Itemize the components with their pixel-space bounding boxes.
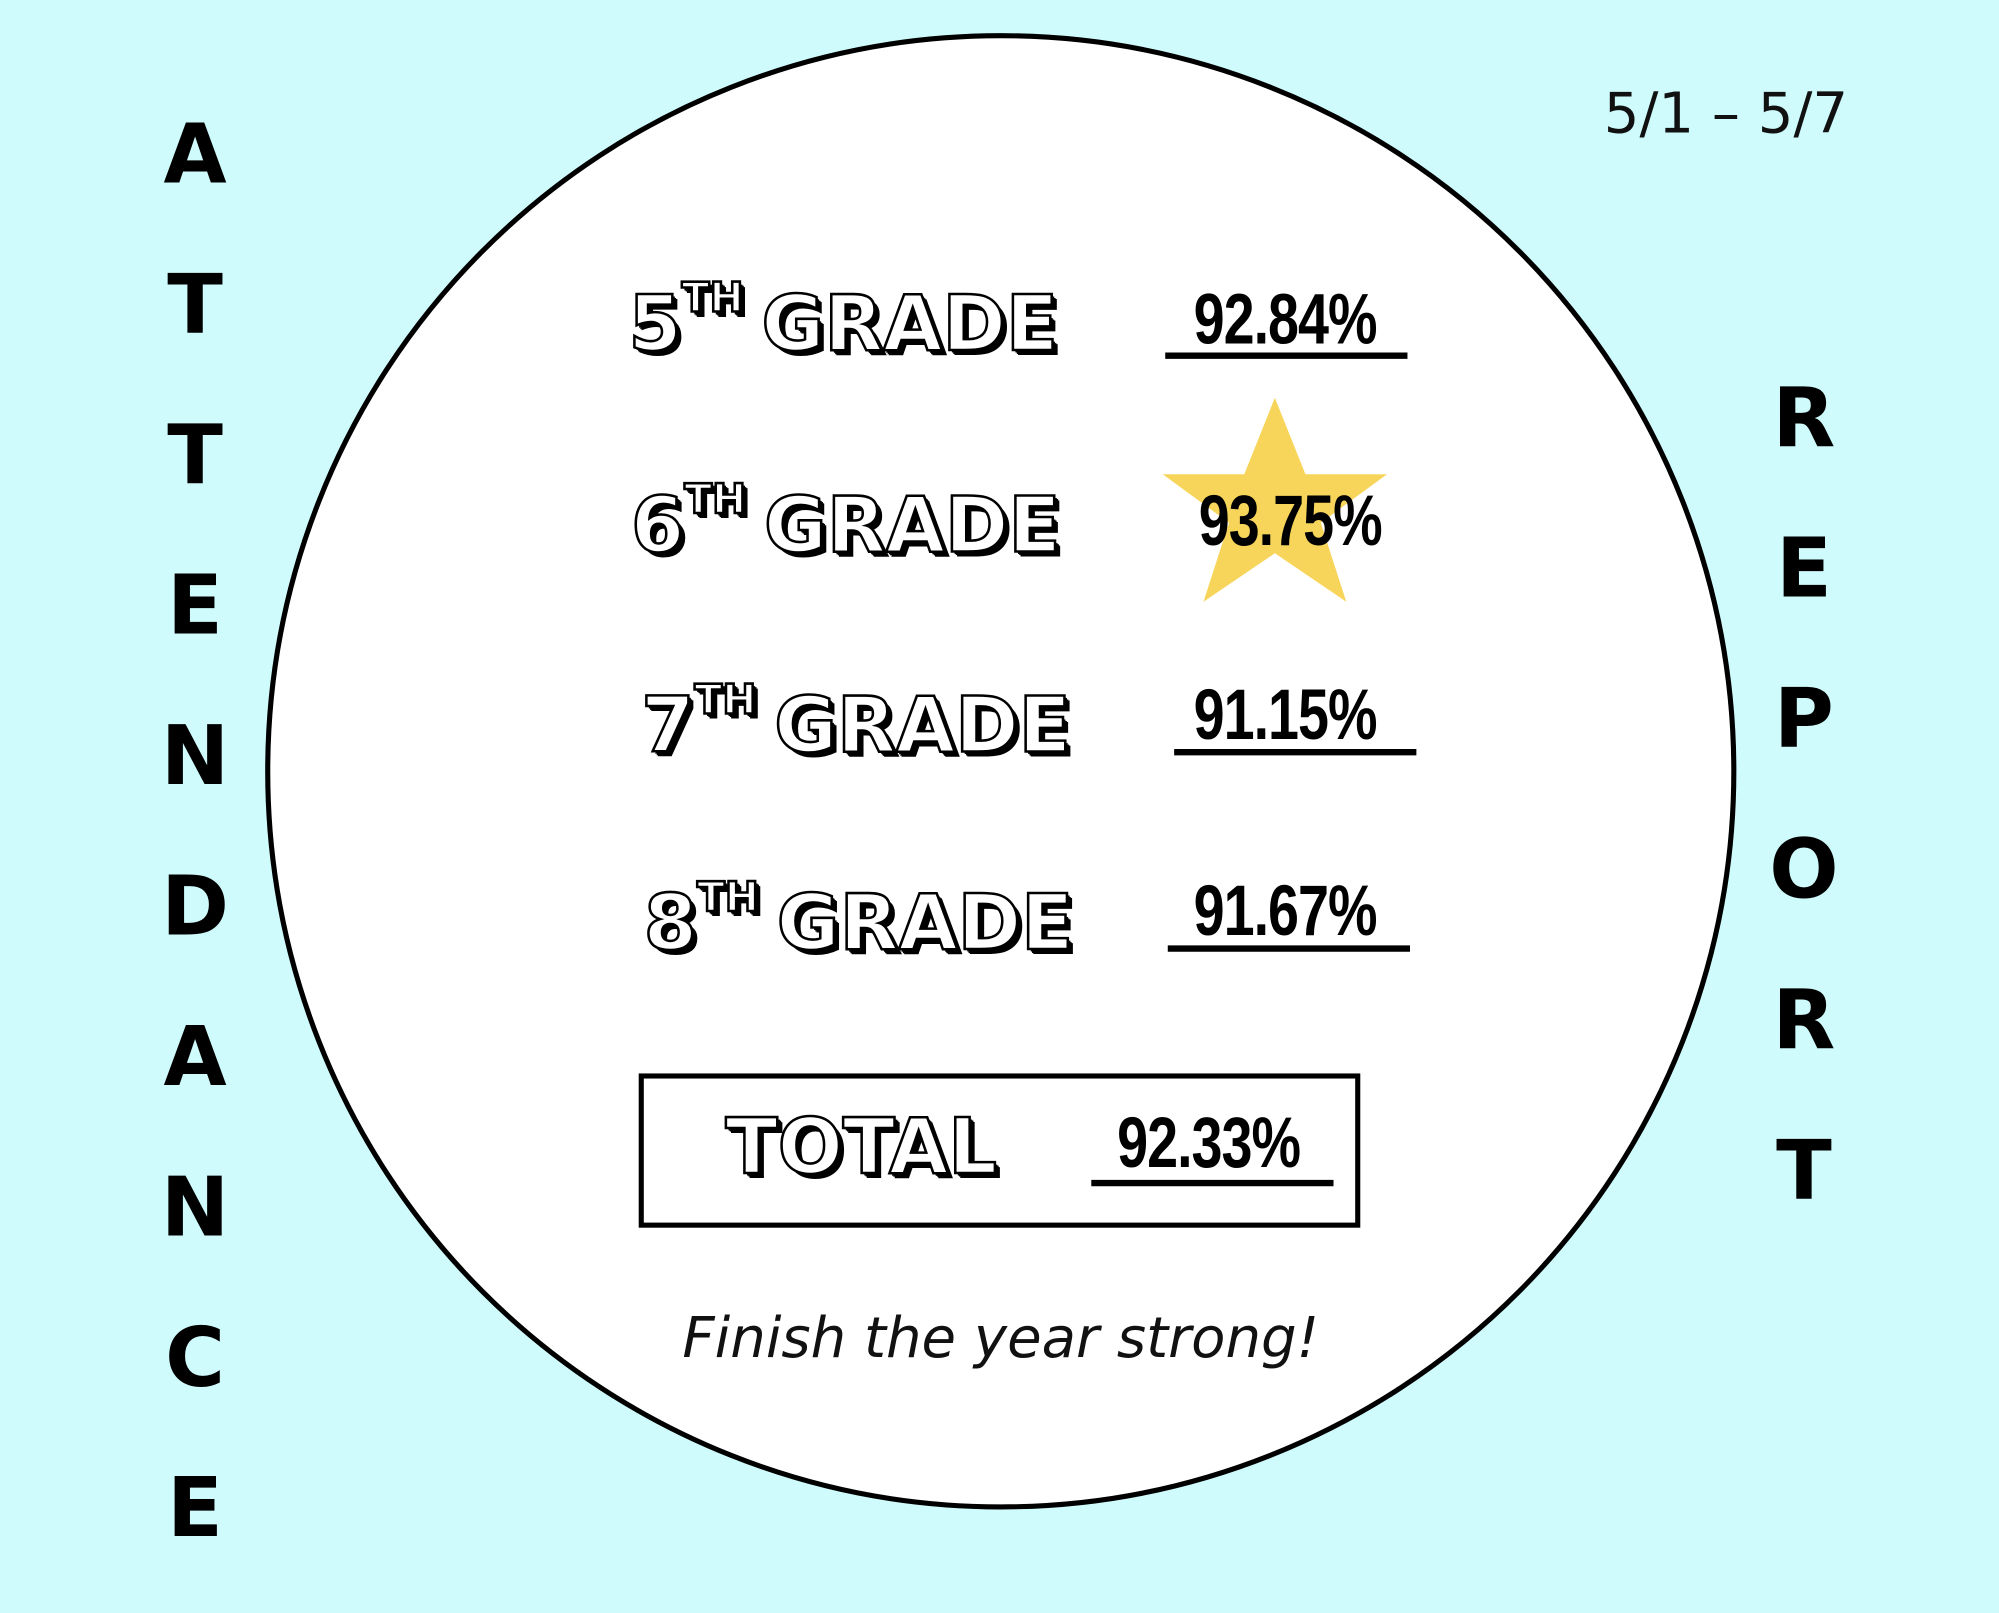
tagline: Finish the year strong! <box>682 1306 1320 1372</box>
grade-suffix: TH <box>680 272 745 323</box>
title-right: REPORT <box>1756 372 1852 1275</box>
total-label: TOTAL <box>724 1101 998 1193</box>
page: ATTENDANCE REPORT 5/1 – 5/7 5TH GRADE 92.… <box>147 33 1852 1613</box>
grade-number: 8 <box>642 878 698 970</box>
grade-word: GRADE <box>760 279 1059 371</box>
grade-value: 91.67% <box>1193 870 1378 951</box>
circle <box>265 33 1737 1510</box>
grade-number: 7 <box>640 680 696 772</box>
total-box <box>638 1073 1361 1228</box>
date-range: 5/1 – 5/7 <box>1603 81 1849 147</box>
grade-value: 92.84% <box>1193 278 1378 359</box>
grade-label: 8TH GRADE <box>642 871 1075 970</box>
grade-number: 5 <box>627 279 683 371</box>
background <box>265 33 1737 1510</box>
title-left: ATTENDANCE <box>147 108 243 1613</box>
poster: ATTENDANCE REPORT 5/1 – 5/7 5TH GRADE 92.… <box>148 33 1852 1613</box>
grade-value: 91.15% <box>1193 673 1378 755</box>
grade-word: GRADE <box>763 480 1062 572</box>
grade-suffix: TH <box>696 871 760 922</box>
star <box>1162 397 1388 602</box>
grade-label: 6TH GRADE <box>630 474 1062 572</box>
grade-suffix: TH <box>683 474 748 525</box>
grade-label: 7TH GRADE <box>640 674 1072 772</box>
grade-word: GRADE <box>773 680 1072 772</box>
total-value: 92.33% <box>1117 1102 1301 1183</box>
grade-value: 93.75% <box>1198 479 1383 561</box>
grade-word: GRADE <box>776 878 1075 970</box>
grade-suffix: TH <box>693 674 757 725</box>
grade-number: 6 <box>630 480 686 572</box>
grade-label: 5TH GRADE <box>627 272 1059 371</box>
